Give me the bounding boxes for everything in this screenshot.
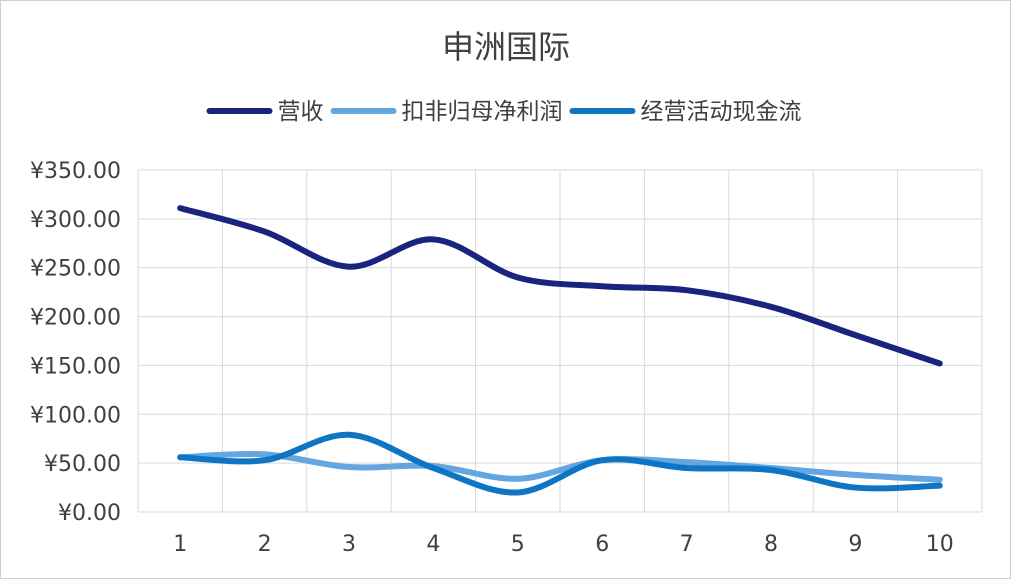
x-tick-label: 7 (680, 532, 694, 557)
x-tick-label: 5 (511, 532, 525, 557)
gridlines (137, 169, 983, 513)
x-tick-label: 2 (258, 532, 272, 557)
x-tick-label: 10 (926, 532, 954, 557)
y-tick-label: ¥100.00 (30, 403, 121, 428)
y-axis: ¥0.00 ¥50.00 ¥100.00 ¥150.00 ¥200.00 ¥250.00 ¥… (30, 159, 121, 526)
x-tick-label: 9 (848, 532, 862, 557)
x-tick-label: 3 (342, 532, 356, 557)
x-axis: 1 2 3 4 5 6 7 8 9 10 (173, 532, 954, 557)
chart-title: 申洲国际 (442, 28, 570, 66)
legend-item-1: 营收 (206, 99, 324, 125)
y-tick-label: ¥0.00 (58, 501, 121, 526)
legend: 营收 扣非归母净利润 经营活动现金流 (206, 99, 802, 125)
x-tick-label: 1 (173, 532, 187, 557)
y-tick-label: ¥150.00 (30, 354, 121, 379)
legend-label: 经营活动现金流 (641, 99, 802, 125)
y-tick-label: ¥350.00 (30, 159, 121, 184)
y-tick-label: ¥250.00 (30, 257, 121, 282)
legend-item-3: 经营活动现金流 (569, 99, 802, 125)
series-lines (177, 205, 943, 496)
x-tick-label: 8 (764, 532, 778, 557)
x-tick-label: 6 (595, 532, 609, 557)
x-tick-label: 4 (426, 532, 440, 557)
y-tick-label: ¥200.00 (30, 306, 121, 331)
legend-item-2: 扣非归母净利润 (330, 99, 563, 125)
legend-label: 营收 (278, 99, 324, 125)
series-line-1 (177, 205, 943, 367)
y-tick-label: ¥50.00 (44, 452, 121, 477)
legend-label: 扣非归母净利润 (402, 99, 563, 125)
y-tick-label: ¥300.00 (30, 208, 121, 233)
series-line-2 (177, 450, 943, 483)
series-line-3 (177, 431, 943, 496)
